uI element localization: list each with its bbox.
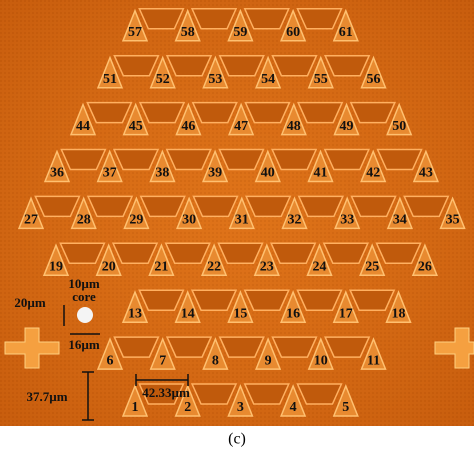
waveguide-label: 10: [314, 353, 328, 368]
waveguide-label: 5: [342, 400, 349, 415]
waveguide-label: 1: [132, 400, 139, 415]
annotation: 16µm: [68, 337, 99, 352]
waveguide-label: 15: [233, 306, 247, 321]
waveguide-label: 60: [286, 25, 300, 40]
waveguide-label: 18: [392, 306, 406, 321]
annotation: 20µm: [14, 295, 45, 310]
waveguide-label: 41: [314, 166, 328, 181]
caption: (c): [228, 431, 246, 448]
waveguide-label: 38: [155, 166, 169, 181]
waveguide-label: 56: [367, 72, 381, 87]
waveguide-label: 11: [367, 353, 380, 368]
waveguide-label: 19: [49, 260, 63, 275]
waveguide-label: 40: [261, 166, 275, 181]
waveguide-label: 53: [208, 72, 222, 87]
waveguide-label: 17: [339, 306, 353, 321]
waveguide-label: 14: [181, 306, 195, 321]
waveguide-label: 26: [418, 260, 432, 275]
waveguide-label: 22: [207, 260, 221, 275]
waveguide-label: 47: [234, 119, 248, 134]
waveguide-label: 59: [233, 25, 247, 40]
waveguide-label: 31: [235, 213, 249, 228]
waveguide-label: 54: [261, 72, 275, 87]
waveguide-label: 3: [237, 400, 244, 415]
waveguide-label: 23: [260, 260, 274, 275]
waveguide-label: 8: [212, 353, 219, 368]
waveguide-label: 51: [103, 72, 117, 87]
waveguide-label: 4: [290, 400, 297, 415]
waveguide-label: 46: [181, 119, 195, 134]
waveguide-label: 6: [107, 353, 114, 368]
waveguide-label: 61: [339, 25, 353, 40]
waveguide-label: 2: [184, 400, 191, 415]
waveguide-label: 30: [182, 213, 196, 228]
waveguide-label: 34: [393, 213, 407, 228]
waveguide-label: 16: [286, 306, 300, 321]
waveguide-label: 7: [159, 353, 166, 368]
waveguide-label: 32: [288, 213, 302, 228]
waveguide-label: 27: [24, 213, 38, 228]
waveguide-label: 9: [265, 353, 272, 368]
waveguide-label: 49: [340, 119, 354, 134]
waveguide-label: 50: [392, 119, 406, 134]
waveguide-label: 29: [129, 213, 143, 228]
waveguide-label: 55: [314, 72, 328, 87]
waveguide-label: 42: [366, 166, 380, 181]
waveguide-label: 44: [76, 119, 90, 134]
waveguide-label: 52: [156, 72, 170, 87]
waveguide-label: 25: [365, 260, 379, 275]
waveguide-label: 36: [50, 166, 64, 181]
waveguide-label: 33: [340, 213, 354, 228]
core: [77, 307, 93, 323]
waveguide-label: 13: [128, 306, 142, 321]
annotation: core: [72, 289, 96, 304]
waveguide-label: 57: [128, 25, 142, 40]
waveguide-label: 48: [287, 119, 301, 134]
waveguide-label: 39: [208, 166, 222, 181]
waveguide-label: 24: [313, 260, 327, 275]
waveguide-label: 58: [181, 25, 195, 40]
figure: 10µm core 20µm 16µm 37.7µm 42.33µm (c) 1…: [0, 0, 474, 455]
waveguide-label: 28: [77, 213, 91, 228]
waveguide-label: 35: [446, 213, 460, 228]
waveguide-label: 43: [419, 166, 433, 181]
waveguide-label: 37: [103, 166, 117, 181]
waveguide-label: 20: [102, 260, 116, 275]
waveguide-label: 21: [154, 260, 168, 275]
annotation: 42.33µm: [142, 385, 190, 400]
annotation: 37.7µm: [26, 389, 67, 404]
waveguide-label: 45: [129, 119, 143, 134]
